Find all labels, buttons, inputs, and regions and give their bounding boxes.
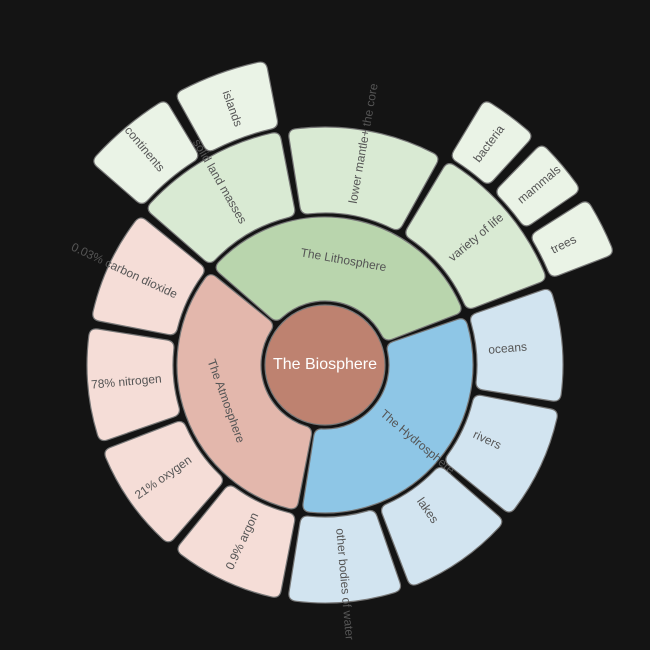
sunburst-diagram: The BiosphereThe Lithospheresolid land m…: [0, 0, 650, 650]
center-label: The Biosphere: [273, 356, 377, 373]
